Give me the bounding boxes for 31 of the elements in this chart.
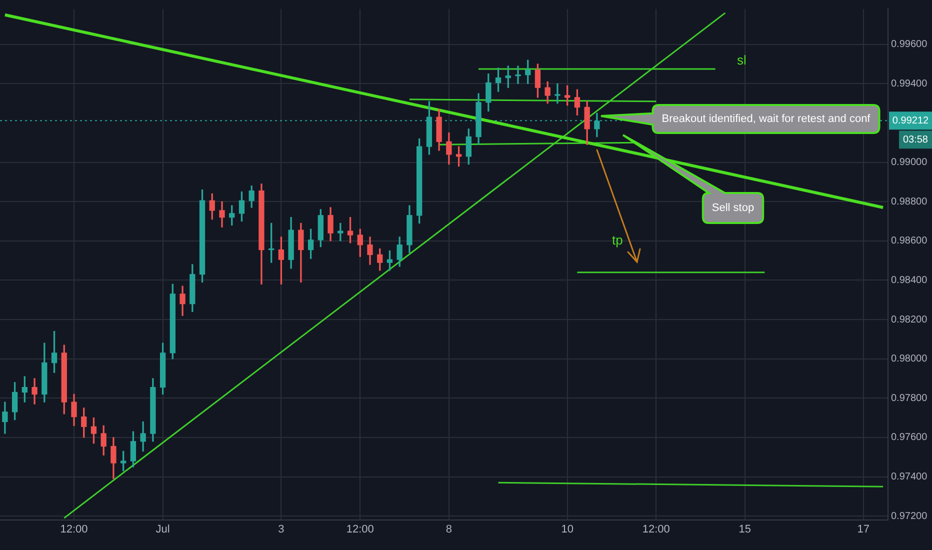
x-tick-label: 17 [857, 524, 870, 536]
x-tick-label: 12:00 [346, 524, 374, 536]
y-tick-label: 0.97200 [891, 510, 928, 522]
annotation: tp [612, 232, 623, 248]
speech-bubble: Sell stop [622, 134, 764, 224]
y-tick-label: 0.97400 [891, 472, 928, 483]
y-tick-label: 0.97600 [891, 432, 928, 444]
y-tick-label: 0.98200 [891, 314, 928, 326]
y-tick-label: 0.97800 [891, 392, 928, 404]
x-tick-label: Jul [156, 524, 170, 536]
x-tick-label: 12:00 [60, 524, 88, 536]
ref-line-label: 0.99212 [892, 115, 930, 126]
y-tick-label: 0.98400 [891, 274, 928, 286]
x-tick-label: 15 [738, 524, 752, 536]
speech-bubble: Breakout identified, wait for retest and conf [600, 104, 880, 134]
x-tick-label: 10 [561, 524, 574, 536]
candlestick [515, 66, 521, 84]
x-tick-label: 3 [278, 524, 284, 536]
annotation: Breakout identified, wait for retest and conf [662, 113, 872, 125]
annotation: Sell stop [712, 202, 754, 214]
x-tick-label: 8 [446, 524, 452, 536]
y-tick-label: 0.98600 [891, 236, 928, 247]
y-tick-label: 0.99000 [891, 157, 928, 168]
text: 03:58 [902, 134, 928, 146]
y-tick-label: 0.98800 [891, 196, 928, 208]
y-tick-label: 0.99600 [891, 39, 928, 50]
x-tick-label: 12:00 [642, 524, 670, 536]
y-tick-label: 0.98000 [891, 354, 928, 365]
y-tick-label: 0.99400 [891, 78, 928, 90]
annotation: sl [737, 52, 746, 68]
candlestick [554, 83, 560, 104]
